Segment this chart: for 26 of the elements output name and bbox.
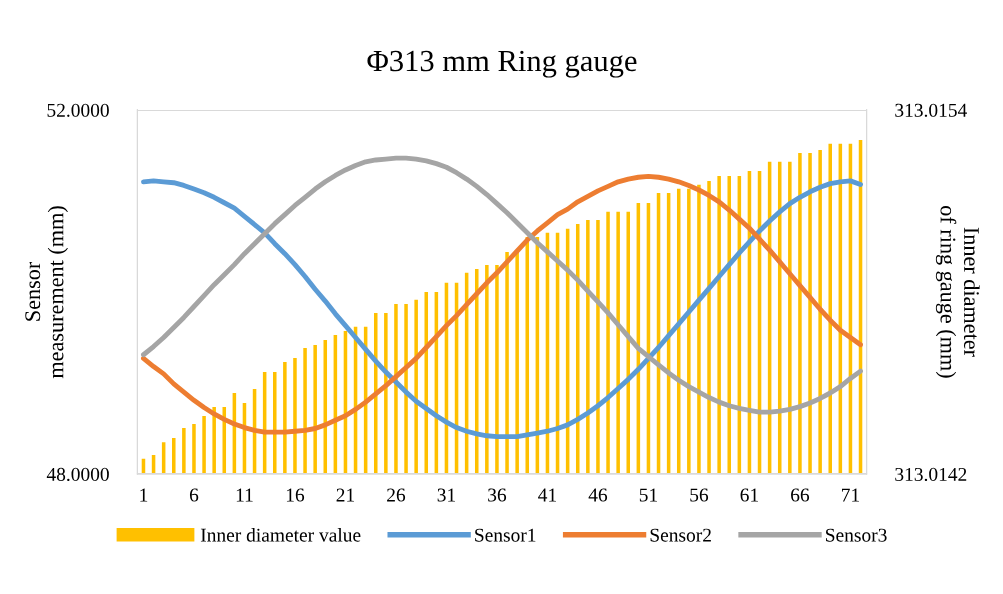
y2-tick-label: 313.0142 — [895, 467, 967, 482]
legend-label: Sensor3 — [826, 528, 887, 542]
x-tick-label: 46 — [588, 488, 608, 502]
y-tick-label: 52.0000 — [47, 103, 109, 117]
x-tick-label: 71 — [841, 488, 859, 502]
x-tick-label: 36 — [488, 488, 507, 502]
x-tick-label: 1 — [140, 488, 148, 502]
x-tick-label: 51 — [639, 488, 657, 502]
x-tick-label: 41 — [538, 488, 556, 502]
x-tick-label: 21 — [336, 488, 355, 502]
x-tick-label: 61 — [740, 488, 758, 502]
x-tick-label: 11 — [236, 488, 253, 502]
x-tick-label: 66 — [791, 488, 810, 502]
x-tick-label: 26 — [387, 488, 406, 502]
x-tick-label: 6 — [189, 488, 199, 502]
legend-label: Inner diameter value — [200, 528, 361, 542]
legend-label: Sensor1 — [475, 528, 536, 542]
y-axis-title: Sensor measurement (mm) — [25, 206, 68, 379]
x-tick-label: 56 — [690, 488, 709, 502]
chart-title: Φ313 mm Ring gauge — [367, 50, 637, 78]
y-tick-label: 48.0000 — [46, 467, 109, 482]
y2-axis-title: Inner diameter of ring gauge (mm) — [935, 206, 980, 378]
legend-label: Sensor2 — [650, 528, 711, 542]
x-tick-label: 16 — [286, 488, 305, 502]
x-tick-label: 31 — [437, 488, 456, 502]
y2-tick-label: 313.0154 — [895, 103, 967, 117]
